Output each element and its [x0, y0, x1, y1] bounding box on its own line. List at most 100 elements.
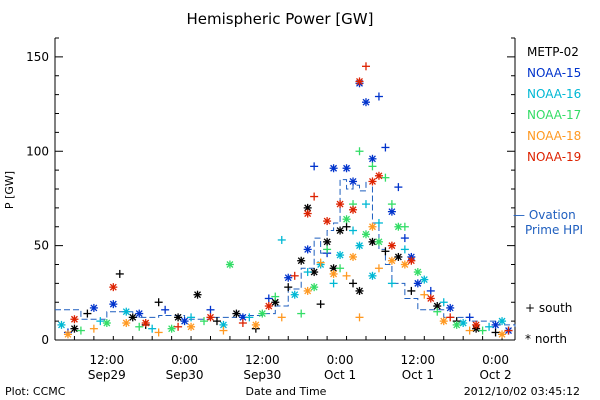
marker-stroke: [142, 319, 150, 327]
data-point-south: [135, 322, 144, 331]
data-point-north: [387, 241, 396, 250]
data-point-north: [342, 215, 351, 224]
marker-stroke: [349, 177, 357, 185]
marker-stroke: [304, 204, 312, 212]
data-point-south: [478, 326, 487, 335]
marker-stroke: [181, 317, 189, 325]
marker-stroke: [414, 268, 422, 276]
data-point-south: [439, 298, 448, 307]
data-point-north: [349, 252, 358, 261]
data-point-north: [413, 279, 422, 288]
data-point-north: [297, 256, 306, 265]
x-tick-date-label: Sep30: [166, 368, 204, 382]
marker-stroke: [388, 242, 396, 250]
data-point-north: [303, 209, 312, 218]
marker-stroke: [174, 313, 182, 321]
data-point-south: [303, 268, 312, 277]
data-point-north: [135, 309, 144, 318]
data-point-south: [485, 322, 494, 331]
data-point-north: [498, 330, 507, 339]
data-point-north: [167, 324, 176, 333]
data-point-south: [446, 313, 455, 322]
data-point-south: [400, 222, 409, 231]
legend-ovation-line1: — Ovation: [513, 208, 576, 222]
marker-stroke: [375, 172, 383, 180]
marker-stroke: [414, 279, 422, 287]
data-point-north: [349, 177, 358, 186]
data-point-north: [349, 205, 358, 214]
marker-stroke: [369, 272, 376, 280]
data-point-south: [381, 143, 390, 152]
marker-stroke: [356, 77, 363, 85]
y-axis-ticks: 0 50 100 150: [26, 37, 515, 347]
marker-stroke: [407, 257, 415, 265]
legend-entry: METP-02: [527, 45, 579, 59]
legend-south: + south: [525, 301, 572, 315]
data-point-north: [63, 330, 72, 339]
data-point-north: [472, 320, 481, 329]
plot-timestamp: 2012/10/02 03:45:12: [464, 385, 580, 398]
marker-stroke: [70, 315, 78, 323]
data-point-south: [212, 317, 221, 326]
data-point-south: [89, 324, 98, 333]
marker-stroke: [362, 230, 370, 238]
legend: METP-02 NOAA-15 NOAA-16 NOAA-17 NOAA-18 NOAA-…: [513, 45, 583, 346]
data-point-south: [316, 300, 325, 309]
data-point-south: [154, 298, 163, 307]
marker-stroke: [349, 206, 357, 214]
marker-stroke: [323, 217, 331, 225]
x-tick-date-label: Sep30: [243, 368, 281, 382]
data-point-south: [426, 286, 435, 295]
data-point-south: [238, 319, 247, 328]
y-tick-label: 150: [26, 50, 49, 64]
marker-stroke: [129, 313, 137, 321]
data-point-south: [329, 279, 338, 288]
data-point-south: [245, 313, 254, 322]
data-point-south: [161, 305, 170, 314]
marker-stroke: [420, 276, 428, 284]
marker-stroke: [109, 300, 117, 308]
data-point-north: [70, 324, 79, 333]
y-tick-label: 50: [34, 239, 49, 253]
data-point-south: [394, 183, 403, 192]
data-point-north: [368, 222, 377, 231]
data-point-south: [433, 307, 442, 316]
marker-stroke: [122, 308, 130, 316]
data-point-south: [381, 247, 390, 256]
data-point-north: [400, 260, 409, 269]
data-point-south: [368, 162, 377, 171]
marker-stroke: [271, 298, 279, 306]
data-point-north: [323, 217, 332, 226]
data-point-south: [277, 235, 286, 244]
data-point-north: [336, 200, 345, 209]
x-tick-label: 12:00: [401, 353, 436, 367]
marker-stroke: [284, 274, 292, 282]
data-point-north: [336, 226, 345, 235]
marker-stroke: [194, 291, 201, 299]
data-point-south: [336, 264, 345, 273]
marker-stroke: [168, 325, 176, 333]
data-point-south: [374, 218, 383, 227]
data-point-north: [452, 320, 461, 329]
x-tick-date-label: Oct 1: [324, 368, 356, 382]
marker-stroke: [135, 310, 143, 318]
data-point-north: [355, 77, 364, 86]
marker-stroke: [304, 287, 312, 295]
data-point-south: [387, 200, 396, 209]
data-point-south: [323, 245, 332, 254]
marker-stroke: [388, 208, 396, 216]
marker-stroke: [219, 321, 227, 329]
data-point-north: [251, 320, 260, 329]
data-point-north: [368, 177, 377, 186]
x-tick-date-label: Oct 2: [479, 368, 511, 382]
data-point-south: [465, 313, 474, 322]
data-point-north: [387, 207, 396, 216]
marker-stroke: [336, 200, 344, 208]
legend-ovation-line2: Prime HPI: [525, 223, 583, 237]
marker-stroke: [304, 245, 312, 253]
data-point-south: [174, 322, 183, 331]
data-point-south: [342, 271, 351, 280]
